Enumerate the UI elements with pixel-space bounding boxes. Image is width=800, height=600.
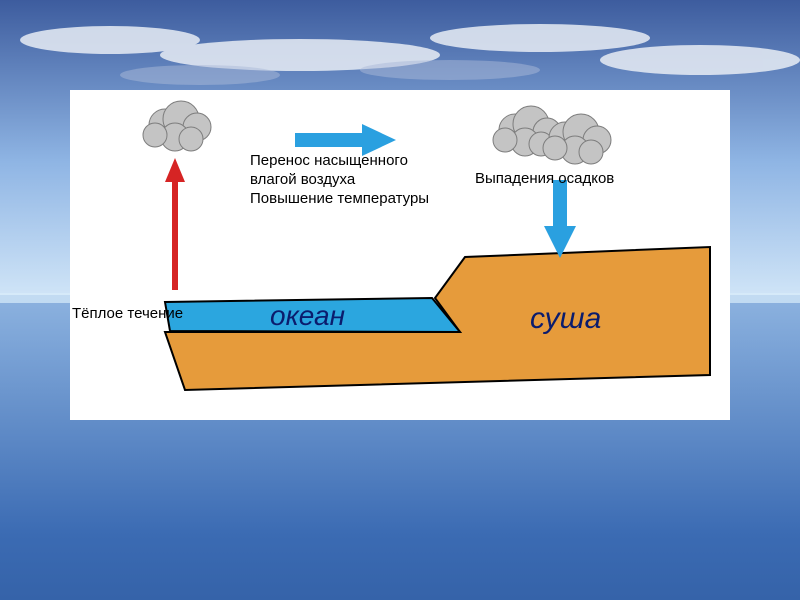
arrow-up (165, 158, 185, 290)
label-precipitation: Выпадения осадков (475, 170, 614, 189)
diagram-svg: океан суша (70, 90, 730, 420)
cloud-left (143, 101, 211, 151)
ocean-label: океан (270, 300, 345, 331)
label-warm-current: Тёплое течение (72, 305, 183, 324)
arrow-down (544, 180, 576, 258)
label-moist-air: Перенос насыщенного влагой воздуха Повыш… (250, 152, 429, 208)
diagram-panel: океан суша (70, 90, 730, 420)
land-label: суша (530, 302, 601, 335)
